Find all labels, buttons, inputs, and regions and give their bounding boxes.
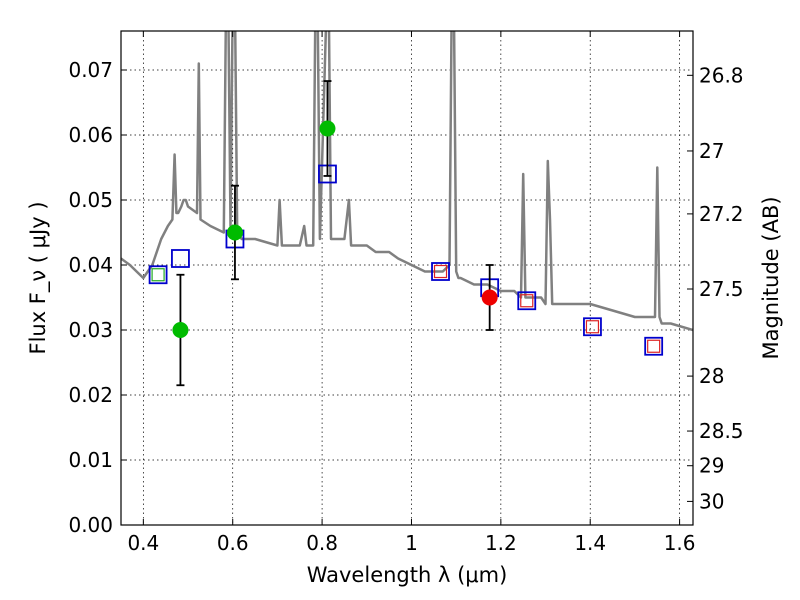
y-tick-label: 0.03 bbox=[68, 318, 113, 342]
y-tick-label: 0.01 bbox=[68, 448, 113, 472]
plot-frame bbox=[120, 30, 694, 526]
y-tick-label: 0.00 bbox=[68, 513, 113, 537]
y2-tick-label: 26.8 bbox=[699, 63, 744, 87]
blue-square-marker bbox=[517, 291, 537, 311]
blue-square-marker bbox=[431, 262, 450, 281]
y-tick-label: 0.06 bbox=[68, 123, 113, 147]
blue-square-marker bbox=[644, 336, 664, 356]
grid bbox=[121, 31, 693, 525]
y2-tick-labels: 26.8 27 27.2 27.5 28 28.5 29 30 bbox=[699, 63, 744, 513]
y2-tick-label: 30 bbox=[699, 489, 724, 513]
data-point bbox=[481, 289, 498, 306]
data-point bbox=[319, 120, 336, 137]
y2-tick-label: 27.2 bbox=[699, 202, 744, 226]
x-tick-labels: 0.4 0.6 0.8 1 1.2 1.4 1.6 bbox=[127, 531, 695, 555]
data-point bbox=[226, 224, 243, 241]
y-tick-labels: 0.00 0.01 0.02 0.03 0.04 0.05 0.06 0.07 bbox=[68, 58, 113, 537]
inner-square-marker bbox=[585, 320, 600, 334]
spectrum-line bbox=[121, 31, 693, 332]
x-tick-label: 1.2 bbox=[485, 531, 517, 555]
x-tick-label: 0.8 bbox=[306, 531, 338, 555]
inner-square-marker bbox=[520, 294, 534, 308]
plot-area bbox=[121, 31, 693, 387]
y-tick-label: 0.05 bbox=[68, 188, 113, 212]
y2-tick-label: 29 bbox=[699, 454, 724, 478]
tick-marks bbox=[121, 31, 693, 526]
inner-square-marker bbox=[151, 268, 165, 282]
y-tick-label: 0.07 bbox=[68, 58, 113, 82]
x-tick-label: 1.4 bbox=[574, 531, 606, 555]
y2-axis-label: Magnitude (AB) bbox=[759, 196, 783, 359]
x-tick-label: 0.6 bbox=[217, 531, 249, 555]
inner-square-marker bbox=[433, 264, 448, 279]
y-axis-label: Flux F_ν ( μJy ) bbox=[26, 201, 51, 354]
blue-square-marker bbox=[171, 249, 190, 268]
x-tick-label: 1 bbox=[405, 531, 418, 555]
data-point bbox=[172, 322, 189, 338]
y-tick-label: 0.04 bbox=[68, 253, 113, 277]
inner-square-marker bbox=[647, 339, 661, 353]
y-tick-label: 0.02 bbox=[68, 383, 113, 407]
y2-tick-label: 27 bbox=[699, 139, 724, 163]
y2-tick-label: 28.5 bbox=[699, 419, 744, 443]
x-tick-label: 1.6 bbox=[664, 531, 696, 555]
x-axis-label: Wavelength λ (μm) bbox=[307, 563, 508, 587]
x-tick-label: 0.4 bbox=[127, 531, 159, 555]
blue-square-marker bbox=[148, 265, 168, 285]
y2-tick-label: 27.5 bbox=[699, 277, 744, 301]
blue-square-marker bbox=[583, 317, 602, 337]
y2-tick-label: 28 bbox=[699, 364, 724, 388]
